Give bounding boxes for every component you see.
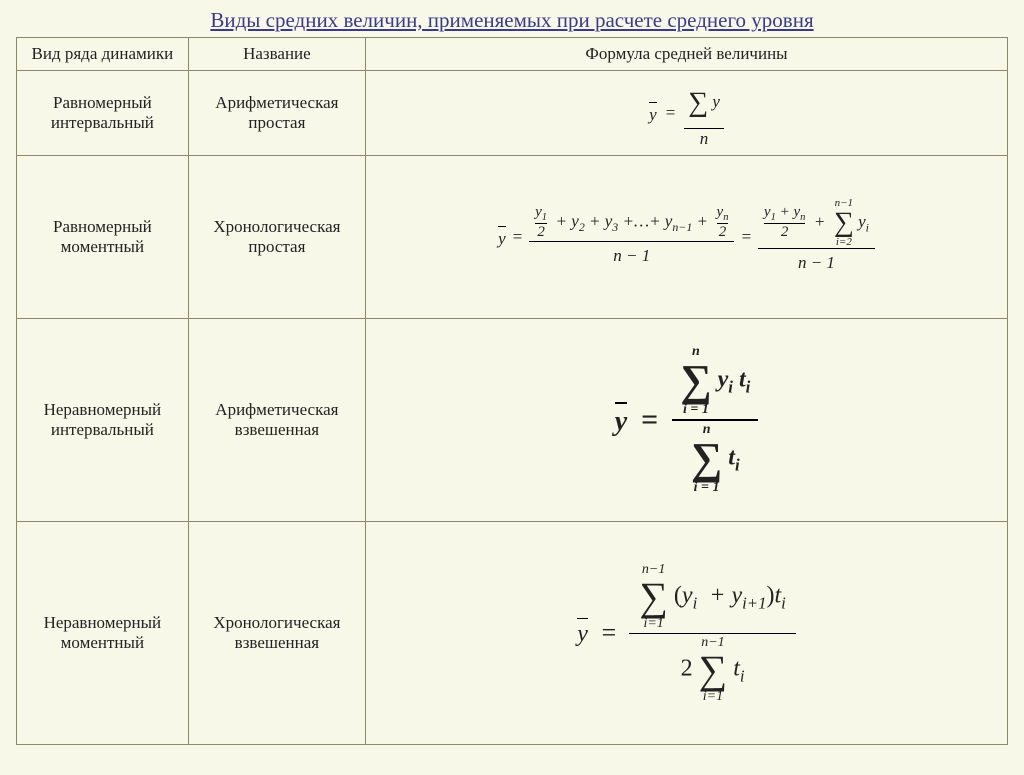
table-row: Неравномерный моментный Хронологическая … [17, 522, 1008, 745]
cell-formula: y = n−1∑i=1 (yi + yi+1)ti 2 n−1∑i=1 ti [366, 522, 1008, 745]
cell-type: Неравномерный моментный [17, 522, 189, 745]
averages-table: Вид ряда динамики Название Формула средн… [16, 37, 1008, 745]
table-row: Равномерный интервальный Арифметическая … [17, 71, 1008, 156]
header-series-type: Вид ряда динамики [17, 38, 189, 71]
formula-chronological-weighted: y = n−1∑i=1 (yi + yi+1)ti 2 n−1∑i=1 ti [577, 561, 796, 706]
cell-name: Хронологическая взвешенная [188, 522, 365, 745]
header-formula: Формула средней величины [366, 38, 1008, 71]
page-title: Виды средних величин, применяемых при ра… [0, 8, 1024, 33]
table-row: Неравномерный интервальный Арифметическа… [17, 319, 1008, 522]
table-header-row: Вид ряда динамики Название Формула средн… [17, 38, 1008, 71]
cell-name: Хронологическая простая [188, 156, 365, 319]
formula-arithmetic-simple: y = ∑ y n [649, 78, 724, 149]
cell-formula: y = ∑ y n [366, 71, 1008, 156]
formula-chronological-simple: y = y12 + y2 + y3 +…+ yn−1 + yn2 n − 1 = [498, 198, 875, 277]
cell-name: Арифметическая простая [188, 71, 365, 156]
cell-name: Арифметическая взвешенная [188, 319, 365, 522]
cell-type: Неравномерный интервальный [17, 319, 189, 522]
cell-formula: y = y12 + y2 + y3 +…+ yn−1 + yn2 n − 1 = [366, 156, 1008, 319]
header-name: Название [188, 38, 365, 71]
cell-formula: y = n∑i = 1 yi ti n∑i = 1 ti [366, 319, 1008, 522]
formula-arithmetic-weighted: y = n∑i = 1 yi ti n∑i = 1 ti [615, 343, 759, 497]
cell-type: Равномерный моментный [17, 156, 189, 319]
cell-type: Равномерный интервальный [17, 71, 189, 156]
table-row: Равномерный моментный Хронологическая пр… [17, 156, 1008, 319]
